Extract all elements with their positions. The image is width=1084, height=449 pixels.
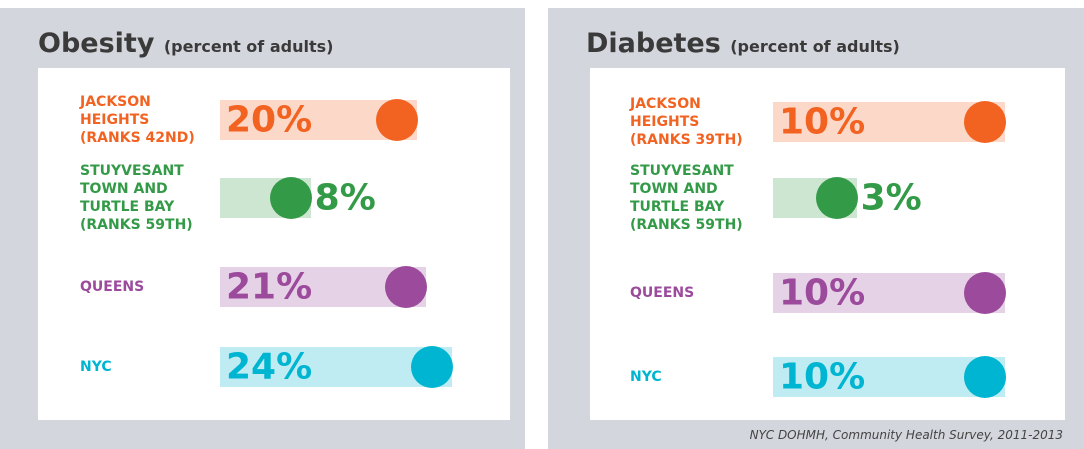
value-label: 10%: [779, 101, 866, 143]
value-label: 8%: [314, 177, 376, 219]
category-label: QUEENS: [630, 285, 695, 301]
category-label: JACKSON HEIGHTS (RANKS 42ND): [80, 94, 195, 146]
chart-title: Diabetes (percent of adults): [586, 28, 900, 59]
chart-subtitle: (percent of adults): [163, 37, 334, 56]
value-label: 10%: [779, 272, 866, 314]
bar-end-dot: [384, 266, 427, 308]
category-label: NYC: [630, 369, 662, 385]
value-label: 3%: [860, 177, 922, 219]
value-label: 10%: [779, 356, 866, 398]
category-label: STUYVESANT TOWN AND TURTLE BAY (RANKS 59…: [630, 163, 743, 233]
category-label: STUYVESANT TOWN AND TURTLE BAY (RANKS 59…: [80, 163, 193, 233]
bar-end-dot: [964, 356, 1006, 398]
category-label: NYC: [80, 359, 112, 375]
value-label: 21%: [226, 266, 313, 308]
bar-end-dot: [375, 99, 418, 141]
bar-end-dot: [269, 177, 312, 219]
chart-title: Obesity (percent of adults): [38, 28, 334, 59]
bar-end-dot: [815, 177, 858, 219]
value-label: 24%: [226, 346, 313, 388]
category-label: QUEENS: [80, 279, 145, 295]
bar-end-dot: [411, 346, 453, 388]
value-label: 20%: [226, 99, 313, 141]
chart-subtitle: (percent of adults): [730, 37, 900, 56]
bar-end-dot: [964, 272, 1006, 314]
bar-end-dot: [964, 101, 1006, 143]
category-label: JACKSON HEIGHTS (RANKS 39TH): [630, 96, 743, 148]
source: NYC DOHMH, Community Health Survey, 2011…: [749, 428, 1063, 442]
